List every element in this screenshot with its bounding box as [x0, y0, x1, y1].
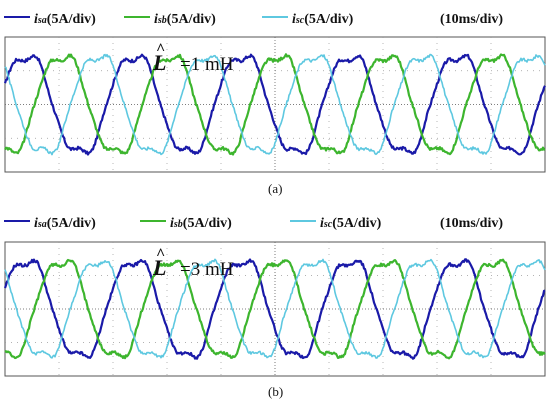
grid-b	[5, 242, 545, 376]
caption-a: (a)	[268, 181, 282, 196]
inductance-symbol-a: L	[152, 50, 166, 75]
panel-b: isa(5A/div) isb(5A/div) isc(5A/div) (10m…	[3, 216, 546, 399]
hat-accent-b: ^	[156, 246, 165, 263]
traces-a	[3, 53, 546, 156]
grid-a	[5, 37, 545, 172]
trace-isc	[4, 258, 546, 359]
caption-b: (b)	[268, 384, 283, 399]
legend-a: isa(5A/div) isb(5A/div) isc(5A/div) (10m…	[4, 12, 503, 27]
legend-label-isc-a: isc(5A/div)	[292, 12, 354, 27]
legend-label-isa-a: isa(5A/div)	[34, 12, 96, 27]
trace-isb	[4, 53, 546, 156]
panel-a: isa(5A/div) isb(5A/div) isc(5A/div) (10m…	[3, 12, 546, 196]
legend-label-isa-b: isa(5A/div)	[34, 216, 96, 231]
legend-label-isb-a: isb(5A/div)	[154, 12, 216, 27]
traces-b	[3, 258, 546, 360]
timebase-label-a: (10ms/div)	[440, 12, 503, 27]
inductance-value-a: =1 mH	[180, 54, 234, 75]
hat-accent-a: ^	[156, 41, 165, 58]
trace-isb	[4, 258, 546, 360]
inductance-label-a: L ^ =1 mH	[152, 41, 234, 75]
timebase-label-b: (10ms/div)	[440, 216, 503, 231]
legend-label-isb-b: isb(5A/div)	[170, 216, 232, 231]
inductance-value-b: =3 mH	[180, 259, 234, 280]
trace-isc	[4, 53, 546, 156]
legend-label-isc-b: isc(5A/div)	[320, 216, 382, 231]
legend-b: isa(5A/div) isb(5A/div) isc(5A/div) (10m…	[4, 216, 503, 231]
inductance-symbol-b: L	[152, 255, 166, 280]
trace-isa	[3, 258, 546, 360]
trace-isa	[3, 53, 546, 156]
inductance-label-b: L ^ =3 mH	[152, 246, 234, 280]
